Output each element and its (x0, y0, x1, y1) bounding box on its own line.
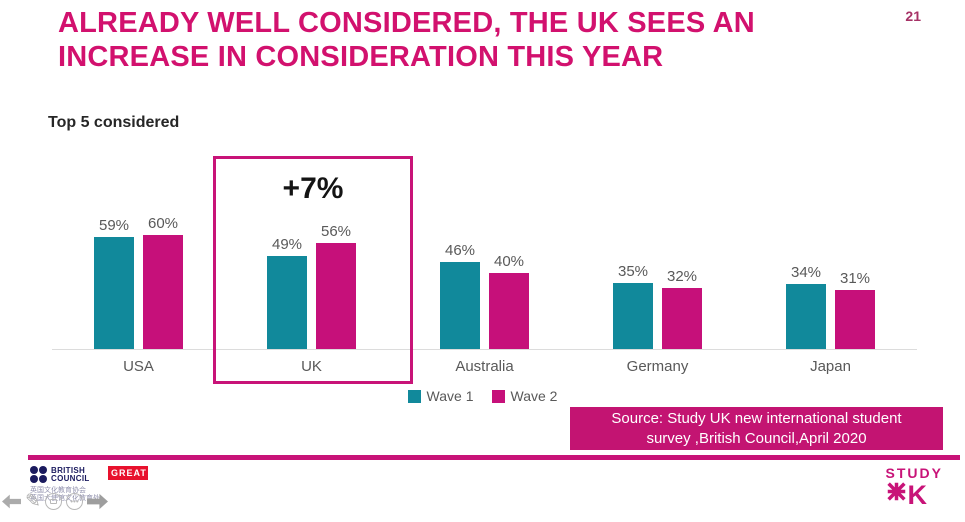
source-box: Source: Study UK new international stude… (570, 407, 943, 450)
bar-wave-2-uk (316, 242, 356, 349)
bar-chart: 59% 60% USA 49% 56% UK 46% 40% Australia 35% 32% Ge… (52, 150, 917, 375)
legend-item-wave-2: Wave 2 (491, 388, 558, 404)
bar-wave-1-germany (613, 282, 653, 349)
legend-label: Wave 1 (426, 388, 474, 404)
chart-legend: Wave 1 Wave 2 (0, 388, 965, 404)
uk-delta-annotation: +7% (282, 172, 344, 205)
bar-wave-2-australia (489, 273, 529, 349)
chart-plot-area: 59% 60% USA 49% 56% UK 46% 40% Australia 35% 32% Ge… (52, 150, 917, 375)
next-slide-arrow-icon[interactable] (86, 493, 108, 510)
great-campaign-logo: GREAT (108, 466, 148, 480)
bar-wave-1-japan (786, 284, 826, 349)
legend-swatch-icon (491, 389, 505, 403)
chart-group-japan: 34% 31% Japan (744, 150, 917, 375)
british-council-dots-icon (30, 466, 47, 483)
bar-wave-1-usa (94, 236, 134, 349)
bar-value-label: 59% (98, 216, 130, 234)
bar-value-label: 31% (839, 270, 871, 288)
category-label-japan: Japan (810, 358, 851, 375)
uk-highlight-box (213, 156, 413, 384)
chart-group-germany: 35% 32% Germany (571, 150, 744, 375)
more-options-icon[interactable]: ••• (65, 493, 83, 510)
study-uk-logo-k: K (907, 480, 927, 510)
legend-item-wave-1: Wave 1 (407, 388, 474, 404)
chart-group-uk: 49% 56% UK (225, 150, 398, 375)
bar-wave-1-australia (440, 261, 480, 349)
bar-wave-2-usa (143, 235, 183, 349)
category-label-germany: Germany (626, 358, 689, 375)
comment-tool-icon[interactable] (44, 493, 62, 510)
source-line1: Source: Study UK new international stude… (611, 409, 902, 427)
british-council-logo: BRITISH COUNCIL (30, 466, 90, 483)
source-line2: survey ,British Council,April 2020 (646, 429, 867, 447)
category-label-australia: Australia (455, 358, 514, 375)
chart-title: Top 5 considered (48, 114, 180, 131)
union-jack-icon (886, 481, 907, 507)
previous-slide-arrow-icon[interactable] (2, 494, 21, 509)
british-council-chinese-name: 英国文化教育协会 英国大使馆文化教育处 (30, 487, 100, 502)
bar-value-label: 32% (666, 268, 698, 286)
x-axis-line (52, 349, 917, 350)
study-uk-logo-word: STUDY (885, 465, 943, 481)
chart-group-usa: 59% 60% USA (52, 150, 225, 375)
footer-divider-line (28, 455, 960, 460)
chart-group-australia: 46% 40% Australia (398, 150, 571, 375)
slide-title: ALREADY WELL CONSIDERED, THE UK SEES AN … (58, 6, 898, 74)
bar-wave-2-japan (835, 290, 875, 349)
category-label-usa: USA (123, 358, 154, 375)
bar-value-label: 56% (320, 222, 352, 240)
category-label-uk: UK (301, 358, 322, 375)
bar-wave-1-uk (267, 255, 307, 349)
british-council-logo-text: BRITISH COUNCIL (51, 465, 90, 483)
bar-value-label: 34% (790, 264, 822, 282)
bar-value-label: 40% (493, 253, 525, 270)
legend-swatch-icon (407, 389, 421, 403)
bar-value-label: 49% (271, 235, 303, 253)
pen-tool-icon[interactable]: ✎ (25, 491, 41, 512)
great-logo-text: GREAT (108, 466, 148, 480)
bar-value-label: 35% (617, 262, 649, 280)
bar-value-label: 46% (444, 241, 476, 259)
bar-value-label: 60% (147, 215, 179, 232)
study-uk-logo: STUDY K (885, 465, 943, 510)
slideshow-nav-controls: ✎ ••• (2, 492, 108, 511)
slide-title-line2: INCREASE IN CONSIDERATION THIS YEAR (58, 41, 664, 73)
legend-label: Wave 2 (510, 388, 558, 404)
slide-title-line1: ALREADY WELL CONSIDERED, THE UK SEES AN (58, 7, 755, 39)
page-number: 21 (905, 8, 921, 24)
bar-wave-2-germany (662, 288, 702, 349)
